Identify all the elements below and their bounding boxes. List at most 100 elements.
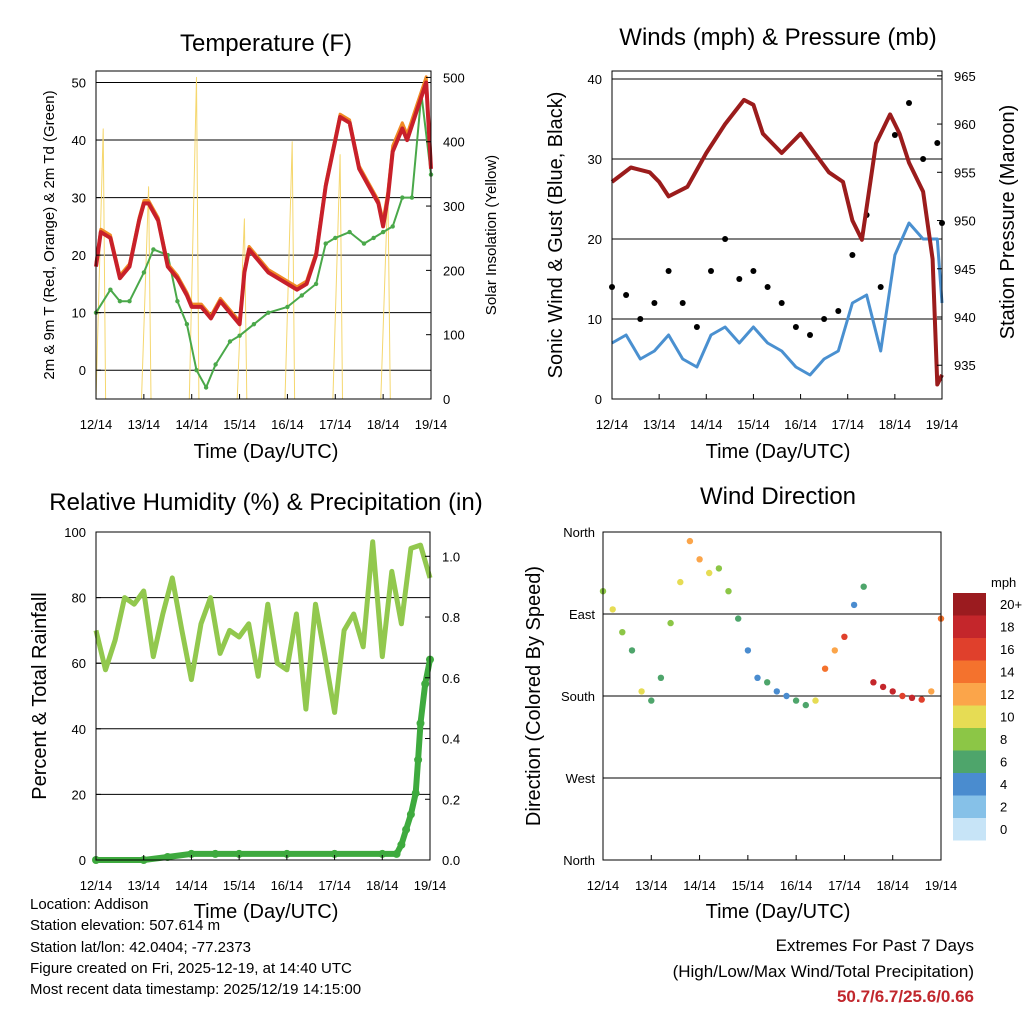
colorbar-label: 18 <box>1000 620 1014 635</box>
y-tick-label: North <box>563 853 595 868</box>
rainfall-line <box>96 659 433 863</box>
gust-point <box>821 316 828 322</box>
gust-point <box>877 284 884 290</box>
dewpoint-point <box>266 310 271 315</box>
dewpoint-point <box>390 224 395 229</box>
station-latlon: Station lat/lon: 42.0404; -77.2373 <box>30 938 252 956</box>
figure-created: Figure created on Fri, 2025-12-19, at 14… <box>30 959 352 977</box>
recent-timestamp: Most recent data timestamp: 2025/12/19 1… <box>30 981 362 999</box>
x-tick-label: 18/14 <box>366 878 399 893</box>
dewpoint-point <box>127 299 132 304</box>
dewpoint-point <box>213 362 218 367</box>
x-tick-label: 16/14 <box>780 878 813 893</box>
colorbar-label: 8 <box>1000 732 1007 747</box>
station-location: Location: Addison <box>30 896 149 913</box>
colorbar-label: 16 <box>1000 642 1014 657</box>
x-tick-label: 14/14 <box>683 878 716 893</box>
extremes-title: Extremes For Past 7 Days <box>775 936 974 955</box>
colorbar-label: 20+ <box>1000 597 1022 612</box>
direction-point <box>744 647 752 654</box>
dewpoint-point <box>299 293 304 298</box>
station-elevation: Station elevation: 507.614 m <box>30 917 221 935</box>
y-tick-label: 100 <box>64 525 86 540</box>
gust-point <box>736 276 743 282</box>
x-tick-label: 16/14 <box>784 417 817 432</box>
colorbar-label: 0 <box>1000 822 1007 837</box>
rainfall-point <box>235 849 244 858</box>
y2-tick-label: 935 <box>954 358 976 373</box>
direction-point <box>850 601 858 609</box>
dewpoint-point <box>347 229 352 235</box>
temperature-title: Temperature (F) <box>180 30 352 57</box>
y2-tick-label: 1.0 <box>442 549 460 564</box>
colorbar-label: 6 <box>1000 755 1007 770</box>
dewpoint-point <box>380 229 386 235</box>
direction-point <box>648 697 655 704</box>
x-tick-label: 16/14 <box>271 878 304 893</box>
dewpoint-point <box>251 322 257 327</box>
dewpoint-point <box>194 368 199 373</box>
y2-tick-label: 400 <box>443 135 465 150</box>
temperature-gridlines <box>96 82 431 371</box>
x-tick-label: 19/14 <box>415 417 448 432</box>
y2-tick-label: 0 <box>443 392 450 407</box>
direction-point <box>879 683 887 691</box>
colorbar-label: 10 <box>1000 710 1014 725</box>
y2-tick-label: 950 <box>954 214 976 229</box>
y-tick-label: 20 <box>588 232 602 247</box>
x-tick-label: 13/14 <box>127 878 160 893</box>
humidity-line <box>93 539 433 715</box>
dewpoint-point <box>285 304 290 310</box>
x-tick-label: 17/14 <box>318 878 351 893</box>
gust-point <box>920 156 927 162</box>
y-tick-label: 0 <box>79 853 86 868</box>
direction-point <box>609 606 616 613</box>
y2-tick-label: 200 <box>443 263 465 278</box>
colorbar-label: 14 <box>1000 665 1014 680</box>
colorbar-label: 4 <box>1000 777 1007 792</box>
direction-point <box>812 697 819 704</box>
dewpoint-line <box>95 93 432 389</box>
direction-point <box>831 647 838 654</box>
y-tick-label: 60 <box>72 656 86 671</box>
temp-2m-line <box>94 80 433 327</box>
y-tick-label: 40 <box>72 133 86 148</box>
winds-y2label: Station Pressure (Maroon) <box>997 105 1019 340</box>
colorbar-swatch <box>953 818 986 841</box>
extremes-values: 50.7/6.7/25.6/0.66 <box>836 987 974 1006</box>
winds-y2-ticks: 935 940 945 950 955 960 965 <box>937 69 976 373</box>
x-tick-label: 14/14 <box>175 878 208 893</box>
gust-point <box>764 284 771 290</box>
colorbar-swatch <box>953 728 986 751</box>
direction-point <box>715 565 723 572</box>
x-tick-label: 15/14 <box>737 417 770 432</box>
y2-tick-label: 955 <box>954 165 976 180</box>
direction-point <box>860 583 867 590</box>
direction-title: Wind Direction <box>700 483 856 510</box>
dewpoint-point <box>333 235 338 241</box>
extremes-box: Extremes For Past 7 Days (High/Low/Max W… <box>673 933 974 1010</box>
y2-tick-label: 0.0 <box>442 853 460 868</box>
x-tick-label: 19/14 <box>925 878 958 893</box>
direction-point <box>870 679 877 686</box>
direction-point <box>667 619 674 627</box>
dewpoint-point <box>237 333 242 338</box>
x-tick-label: 19/14 <box>414 878 447 893</box>
gust-point <box>849 252 856 258</box>
direction-point <box>725 588 732 595</box>
humidity-xlabel: Time (Day/UTC) <box>194 901 339 923</box>
direction-point <box>918 696 925 703</box>
temperature-xlabel: Time (Day/UTC) <box>194 441 339 463</box>
colorbar-swatch <box>953 773 986 796</box>
humidity-gridlines <box>96 531 430 861</box>
temperature-y2-ticks: 0 100 200 300 400 500 <box>426 70 465 407</box>
pressure-line <box>610 97 944 387</box>
temperature-series <box>93 75 434 400</box>
y2-tick-label: 100 <box>443 328 465 343</box>
gust-point <box>637 316 644 322</box>
gust-point <box>722 236 729 242</box>
direction-y-ticks: North West South East North <box>561 525 608 868</box>
colorbar-swatch <box>953 683 986 706</box>
colorbar-swatch <box>953 615 986 638</box>
